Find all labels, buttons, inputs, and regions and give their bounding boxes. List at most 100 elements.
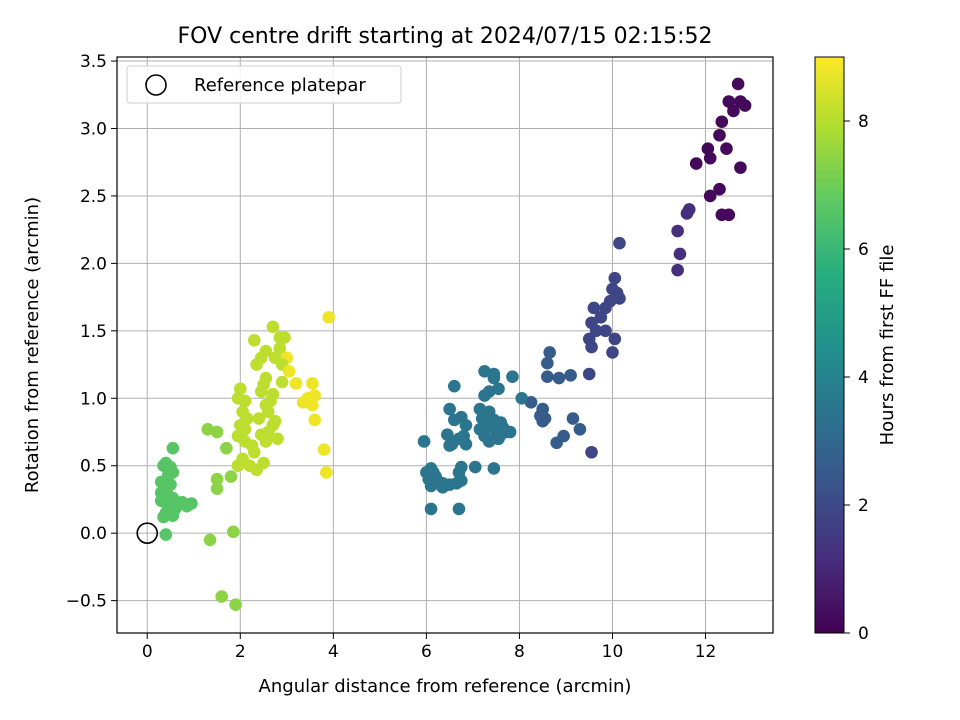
x-tick-label: 4 [328,642,339,662]
data-point [701,142,715,156]
x-tick-label: 2 [235,642,246,662]
data-point [289,377,303,390]
data-point [541,356,554,370]
data-point [441,428,454,442]
data-point [308,413,322,427]
data-point [671,224,684,238]
data-point [250,463,263,477]
colorbar-tick-label: 4 [858,368,869,388]
data-point [424,502,438,516]
data-point [731,77,745,91]
data-point [443,439,456,452]
data-point [587,301,601,315]
data-point [436,481,449,494]
plot-frame [116,56,774,634]
data-point [264,394,277,408]
x-tick-label: 8 [514,642,525,662]
data-point [210,425,224,439]
colorbar-tick-label: 8 [858,112,869,132]
data-point [585,445,598,459]
data-point [599,324,612,338]
data-point [273,342,287,355]
y-tick-label: 1.0 [80,389,107,409]
data-point [247,445,261,459]
data-point [566,412,580,425]
data-point [215,590,228,603]
data-point [224,470,238,483]
data-point [443,402,456,416]
data-point [550,436,563,450]
data-point [727,104,740,118]
y-tick-label: 0.5 [80,457,107,477]
y-axis-label: Rotation from reference (arcmin) [22,197,43,493]
data-point [468,460,482,474]
data-point [564,369,577,382]
data-point [306,377,319,390]
colorbar-tick-label: 6 [858,240,869,260]
data-point [606,346,619,359]
grid-lines [117,57,773,633]
legend-box [126,65,402,104]
data-point [166,509,180,522]
data-point [457,429,470,443]
chart-title: FOV centre drift starting at 2024/07/15 … [178,24,713,49]
data-point [203,533,217,547]
data-point [159,528,173,541]
data-point [282,365,296,378]
data-point [608,332,622,346]
legend-marker [145,74,167,96]
data-point [722,95,736,108]
x-axis-label: Angular distance from reference (arcmin) [259,676,632,697]
data-point [173,497,187,510]
x-tick-label: 12 [695,642,717,662]
y-tick-label: 3.5 [80,52,107,72]
data-point [608,271,622,285]
colorbar-tick-label: 0 [858,624,869,644]
colorbar-label: Hours from first FF file [877,245,898,446]
data-point [722,208,736,222]
data-point [671,263,684,277]
data-point [220,441,233,455]
data-point [306,398,319,412]
y-tick-label: 3.0 [80,119,107,139]
data-point [680,207,694,220]
x-tick-label: 0 [142,642,153,662]
data-point [320,466,333,479]
data-point [308,389,322,402]
data-point [594,311,608,324]
y-tick-label: 1.5 [80,322,107,342]
reference-platepar-marker [136,522,159,544]
data-point [247,333,261,347]
y-tick-label: 2.5 [80,187,107,207]
data-point [715,115,729,129]
data-point [157,459,170,473]
data-point [703,151,717,165]
data-point [210,472,224,486]
x-tick-label: 6 [421,642,432,662]
data-point [459,418,473,432]
data-point [268,414,282,428]
data-point [599,301,612,315]
data-point [613,236,626,250]
data-points [154,77,752,611]
y-axis-ticks: −0.5 0.0 0.5 1.0 1.5 2.0 2.5 3.0 3.5 [66,52,117,612]
data-point [478,389,491,402]
data-point [506,370,519,384]
legend-entry: Reference platepar [194,75,366,96]
y-tick-label: −0.5 [66,592,107,612]
data-point [210,482,224,495]
data-point [573,423,587,436]
data-point [496,421,510,435]
data-point [229,598,242,611]
data-point [585,340,598,354]
data-point [536,414,550,428]
colorbar: 0 2 4 6 8 Hours from first FF file [814,56,898,644]
colorbar-tick-label: 2 [858,496,869,516]
data-point [582,367,596,381]
data-point [543,346,556,359]
data-point [278,331,291,344]
data-point [720,142,733,156]
data-point [250,358,263,371]
data-point [713,128,726,142]
